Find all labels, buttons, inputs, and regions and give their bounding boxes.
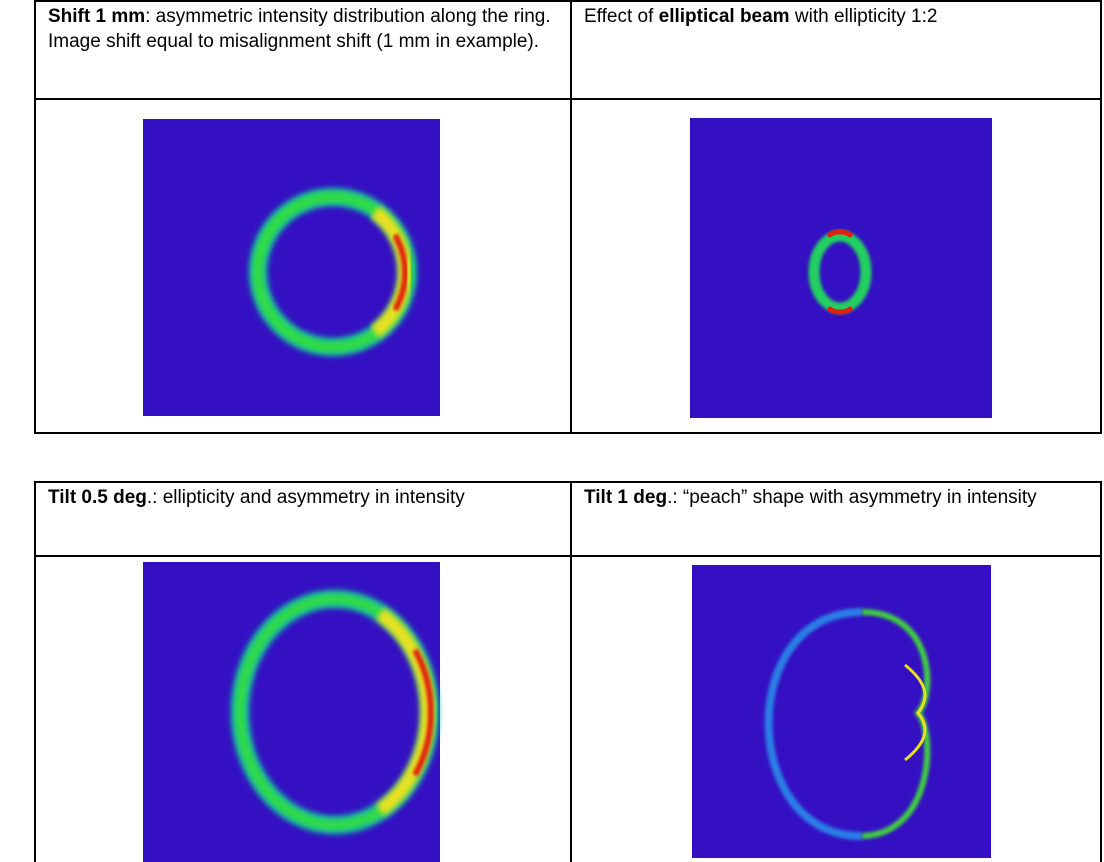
- images: [0, 0, 1104, 862]
- image: [143, 119, 440, 416]
- page: Shift 1 mm: asymmetric intensity distrib…: [0, 0, 1104, 862]
- image: [692, 565, 991, 858]
- image: [143, 562, 440, 862]
- image: [690, 118, 992, 418]
